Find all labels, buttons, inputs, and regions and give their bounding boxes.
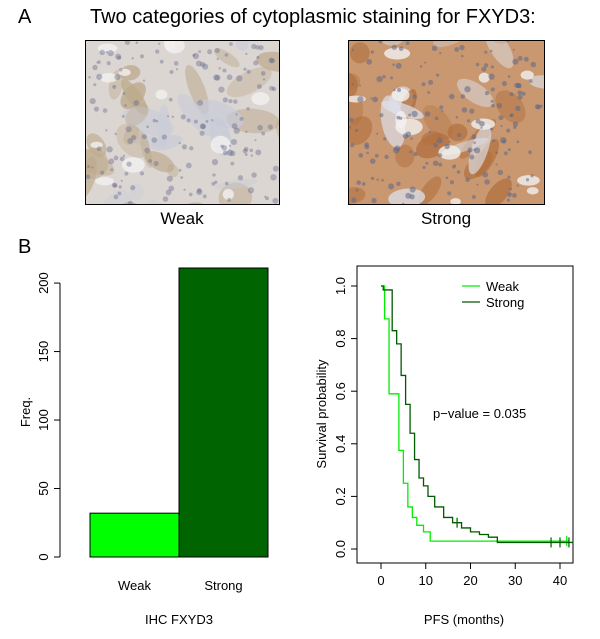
- weak-caption: Weak: [160, 209, 204, 228]
- km-x-tick-label: 30: [508, 573, 522, 588]
- bar-category-label: Strong: [204, 578, 242, 593]
- bar-y-tick-label: 50: [36, 481, 51, 495]
- km-y-tick-label: 0.2: [333, 487, 348, 505]
- km-y-tick-label: 0.0: [333, 540, 348, 558]
- weak-staining-micrograph: [85, 40, 280, 205]
- km-curve-weak: [381, 285, 569, 542]
- bar-y-axis-title: Freq.: [18, 397, 33, 427]
- strong-staining-micrograph: [348, 40, 545, 205]
- km-x-tick-label: 20: [463, 573, 477, 588]
- frequency-bar-chart: Weak Strong 0 50 100 150 200 Freq. IHC FXYD3: [18, 267, 269, 627]
- bar-x-axis-title: IHC FXYD3: [145, 612, 213, 627]
- panel-b-letter: B: [18, 236, 32, 258]
- bar-y-tick-label: 150: [36, 341, 51, 363]
- km-legend-label: Weak: [486, 279, 519, 294]
- panel-a-title: Two categories of cytoplasmic staining f…: [90, 6, 536, 28]
- km-curve-strong: [381, 285, 574, 544]
- km-y-tick-label: 0.8: [333, 330, 348, 348]
- bar-weak: [89, 512, 180, 558]
- km-p-value-annotation: p−value = 0.035: [433, 406, 526, 421]
- bar-y-tick-label: 100: [36, 409, 51, 431]
- km-x-tick-label: 10: [419, 573, 433, 588]
- km-y-tick-label: 0.4: [333, 435, 348, 453]
- bar-category-label: Weak: [118, 578, 151, 593]
- panel-a-letter: A: [18, 6, 32, 28]
- km-legend-label: Strong: [486, 295, 524, 310]
- bar-strong: [178, 267, 269, 558]
- strong-caption: Strong: [420, 209, 472, 228]
- km-x-tick-label: 0: [377, 573, 384, 588]
- km-x-axis-title: PFS (months): [424, 612, 504, 627]
- km-y-axis-title: Survival probability: [314, 359, 329, 469]
- km-y-tick-label: 1.0: [333, 277, 348, 295]
- km-y-tick-label: 0.6: [333, 382, 348, 400]
- survival-km-chart: 0 10 20 30 40 0.0 0.2 0.4 0.6 0.8 1.0 Survival prob…: [314, 265, 574, 627]
- km-x-tick-label: 40: [553, 573, 567, 588]
- bar-y-tick-label: 0: [36, 553, 51, 560]
- bar-y-tick-label: 200: [36, 272, 51, 294]
